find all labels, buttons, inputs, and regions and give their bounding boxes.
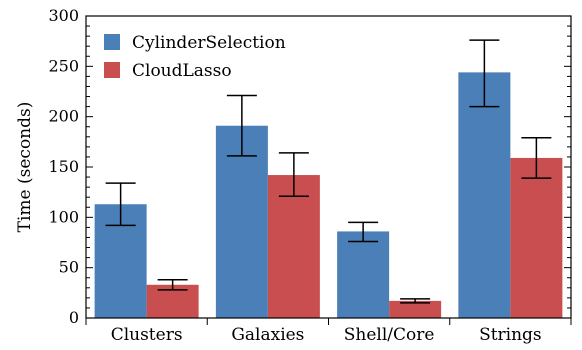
y-tick-label: 0: [69, 308, 79, 327]
bar-cylinderselection-shellcore: [337, 231, 390, 318]
error-bars-layer: [105, 39, 552, 304]
x-category-label: Strings: [479, 325, 542, 345]
y-tick-label: 250: [48, 56, 79, 75]
bar-cloudlasso-shellcore: [389, 300, 442, 318]
legend-swatch: [104, 62, 120, 78]
bar-cylinderselection-strings: [458, 72, 511, 318]
y-axis: 0 50 100 150 200 250 300: [48, 6, 571, 327]
y-tick-label: 50: [59, 258, 79, 277]
x-axis: Clusters Galaxies Shell/Core Strings: [85, 318, 572, 345]
y-tick-label: 100: [48, 207, 79, 226]
y-axis-title: Time (seconds): [15, 102, 35, 233]
bar-cloudlasso-galaxies: [267, 175, 320, 318]
legend: CylinderSelection CloudLasso: [104, 33, 286, 81]
y-tick-label: 300: [48, 6, 79, 25]
legend-label: CylinderSelection: [132, 33, 286, 53]
bar-cloudlasso-strings: [510, 157, 563, 318]
x-category-label: Shell/Core: [344, 325, 435, 345]
y-tick-label: 200: [48, 107, 79, 126]
bars-layer: [94, 72, 563, 318]
bar-cylinderselection-galaxies: [215, 125, 268, 318]
x-category-label: Clusters: [111, 325, 183, 345]
legend-label: CloudLasso: [132, 61, 232, 81]
y-tick-label: 150: [48, 157, 79, 176]
x-category-label: Galaxies: [231, 325, 304, 345]
legend-swatch: [104, 34, 120, 50]
